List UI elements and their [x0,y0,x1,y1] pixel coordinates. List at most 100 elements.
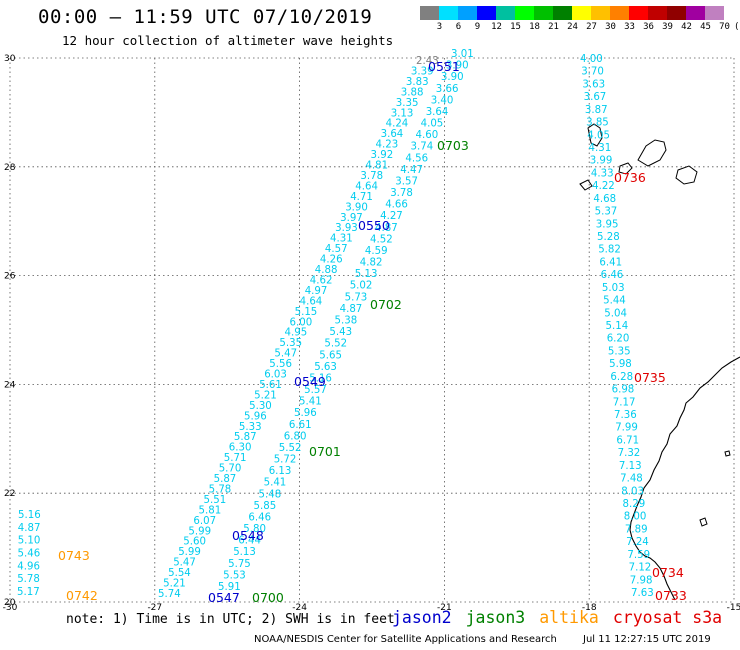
wave-height-jason2: 5.81 [199,505,222,516]
satellite-legend-item: jason2 [392,608,452,627]
island-tenerife [637,139,667,167]
axis-tick-labels: 30 28 26 24 22 20-30 -27 -24 -21 -18 -15 [3,54,740,613]
legend-tick-label: 27 [586,22,597,32]
wave-height-jason3: 5.41 [264,478,287,489]
wave-height-cryosat: 7.17 [613,397,636,408]
legend-tick-label: 30 [605,22,616,32]
pass-time-jason2: 0549 [294,374,326,389]
legend-tick-label: 12 [491,22,502,32]
wave-height-jason3: 5.57 [304,385,327,396]
wave-height-cryosat: 3.85 [586,118,609,129]
legend-swatch [610,6,629,20]
wave-height-cryosat: 5.37 [595,207,618,218]
wave-height-cryosat: 4.22 [592,181,615,192]
wave-height-altika: 4.87 [18,523,41,534]
wave-height-jason2: 4.64 [300,296,323,307]
wave-height-cryosat: 8.00 [624,512,647,523]
legend-swatch [686,6,705,20]
wave-height-jason3: 5.02 [350,281,373,292]
wave-height-jason3: 6.46 [248,513,271,524]
lat-tick-label: 24 [4,380,16,390]
legend-swatch [553,6,572,20]
lat-tick-label: 22 [4,489,15,499]
legend-tick-label: 3 [436,22,443,32]
wave-height-jason3: 5.72 [274,455,297,466]
wave-height-jason3: 4.87 [340,304,363,315]
wave-height-jason2: 4.57 [325,244,348,255]
wave-height-cryosat: 7.13 [619,461,642,472]
wave-height-jason3: 5.13 [355,269,378,280]
pass-time-cryosat: 0733 [655,588,687,603]
wave-height-jason2: 3.83 [406,77,429,88]
island-cape-verde-a [699,517,708,527]
wave-height-jason3: 5.48 [259,489,282,500]
island-hierro [579,179,593,191]
pass-time-jason3: 0702 [370,297,402,312]
wave-height-cryosat: 8.29 [623,499,646,510]
wave-height-jason2: 4.88 [315,265,338,276]
wave-height-jason2: 3.90 [345,202,368,213]
wave-height-jason3: 5.38 [335,316,358,327]
legend-tick-label: 6 [455,22,462,32]
wave-height-cryosat: 4.68 [593,194,616,205]
wave-height-jason2: 5.35 [279,338,302,349]
lat-tick-label: 26 [4,272,16,282]
coastline-land [579,123,740,601]
wave-height-jason3: 3.64 [426,107,449,118]
wave-height-cryosat: 4.31 [589,143,612,154]
pass-time-labels: 0551 0703 0550 0702 0549 0701 0548 0547 0700 0743… [58,59,687,605]
wave-height-cryosat: 7.98 [630,575,653,586]
wave-height-cryosat: 5.98 [609,359,632,370]
wave-height-cryosat: 6.46 [601,270,624,281]
wave-height-jason3: 5.65 [319,350,342,361]
wave-height-jason3: 5.43 [329,327,352,338]
wave-height-jason3: 5.53 [223,570,246,581]
wave-height-jason2: 4.97 [305,286,328,297]
wave-height-jason2: 5.96 [244,411,267,422]
wave-height-jason3: 3.40 [431,95,454,106]
wave-height-jason2: 5.54 [168,568,191,579]
wave-height-cryosat: 3.95 [596,219,619,230]
wave-height-jason2: 5.87 [214,474,237,485]
page-title: 00:00 – 11:59 UTC 07/10/2019 [38,6,373,28]
satellite-legend-item: altika [539,608,599,627]
wave-height-jason2: 5.87 [234,432,257,443]
legend-tick-label: 9 [474,22,481,32]
lat-tick-label: 30 [4,54,16,64]
wave-height-jason2: 3.35 [396,98,419,109]
wave-height-jason2: 5.51 [204,495,227,506]
wave-height-jason3: 5.85 [254,501,277,512]
wave-height-jason2: 5.47 [173,558,196,569]
satellite-legend: jason2 jason3 altika cryosat s3a [392,608,736,627]
wave-height-jason2: 5.56 [269,359,292,370]
lon-tick-label: -30 [3,603,18,613]
legend-tick-label: 42 [681,22,692,32]
legend-swatch [667,6,686,20]
wave-height-jason2: 3.92 [371,150,394,161]
wave-height-jason2: 5.99 [178,547,201,558]
island-gran-canaria [675,165,698,185]
wave-height-cryosat: 3.67 [584,92,607,103]
wave-height-cryosat: 6.41 [599,257,622,268]
wave-height-altika: 5.46 [18,549,41,560]
wave-height-cryosat: 8.03 [621,486,644,497]
wave-height-jason2: 4.95 [285,328,308,339]
wave-height-cryosat: 7.32 [618,448,641,459]
wave-height-cryosat: 5.03 [602,283,625,294]
wave-height-jason2: 3.97 [340,213,363,224]
wave-height-cryosat: 7.24 [626,537,649,548]
lon-tick-label: -27 [147,603,162,613]
wave-height-jason2: 5.15 [295,307,318,318]
wave-height-jason2: 5.21 [254,390,277,401]
wave-height-jason2: 3.78 [360,171,383,182]
wave-height-cryosat: 7.36 [614,410,637,421]
legend-swatch [515,6,534,20]
wave-height-altika: 5.10 [18,536,41,547]
pass-time-cryosat: 0735 [634,370,666,385]
wave-height-cryosat: 3.87 [585,105,608,116]
wave-height-cryosat: 4.00 [580,54,603,65]
wave-height-jason2: 5.71 [224,453,247,464]
wave-height-jason3: 4.66 [385,200,408,211]
wave-height-jason2: 5.21 [163,579,186,590]
wave-height-jason2: 4.24 [386,119,409,130]
